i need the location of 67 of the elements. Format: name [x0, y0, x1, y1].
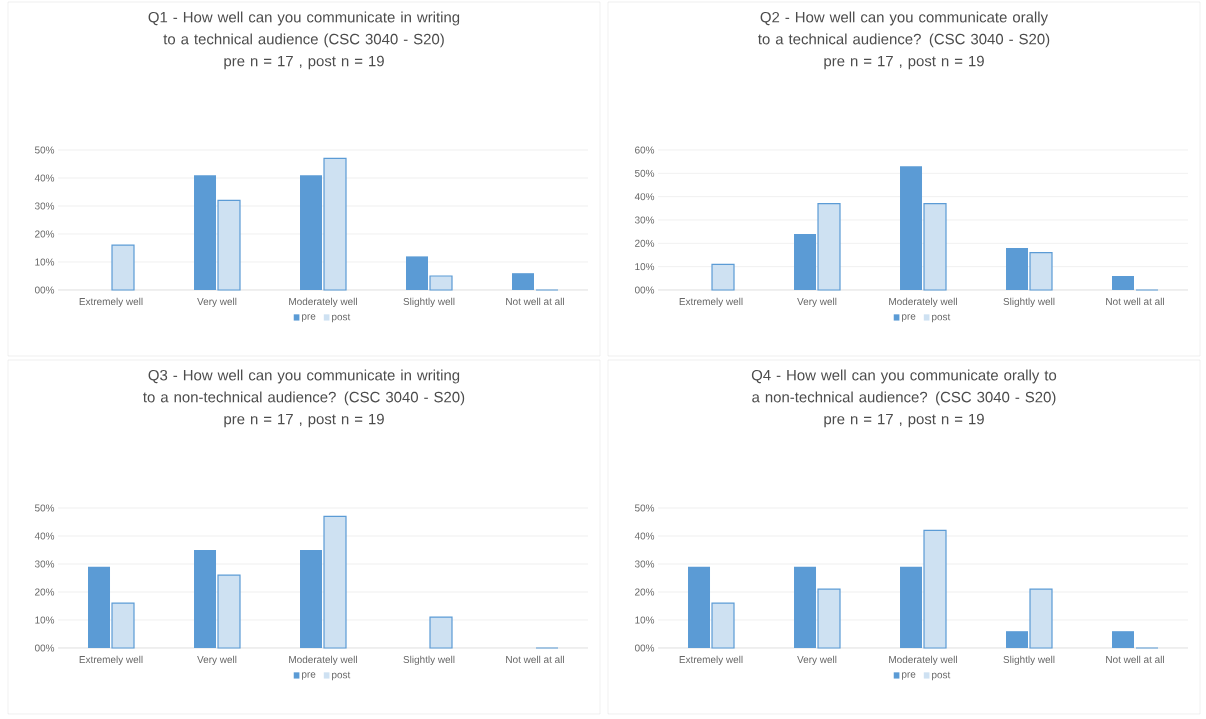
x-tick-label: Slightly well	[1003, 297, 1055, 308]
bar	[429, 616, 453, 649]
x-tick-label: Extremely well	[679, 655, 743, 666]
x-tick-label: Extremely well	[79, 297, 143, 308]
legend-label: post	[932, 313, 951, 323]
chart-title: Q4 - How well can you communicate orally to a non-technical audience? (CSC 3040 - S20)	[751, 369, 1057, 406]
y-tick-label: 30%	[34, 202, 55, 210]
x-tick-label: Moderately well	[889, 655, 957, 666]
x-tick-label: Moderately well	[889, 297, 957, 308]
x-tick-label: Very well	[797, 655, 837, 666]
x-tick-label: Extremely well	[679, 297, 743, 308]
chart-subtitle: pre n = 17 , post n = 19	[224, 413, 384, 428]
x-tick-label: Very well	[797, 297, 837, 308]
bar	[1112, 631, 1135, 648]
chart-title: Q3 - How well can you communicate in writing to a non-technical audience? (CSC 3040 - S20)	[143, 369, 465, 406]
legend-label: post	[332, 671, 351, 681]
y-tick-label: 30%	[34, 560, 55, 568]
legend-label: pre	[302, 672, 316, 680]
y-tick-label: 10%	[635, 263, 655, 271]
chart-subtitle: pre n = 17 , post n = 19	[824, 413, 984, 428]
x-tick-label: Very well	[197, 655, 237, 666]
x-tick-label: Not well at all	[506, 297, 564, 306]
x-tick-label: Not well at all	[1106, 655, 1164, 664]
y-tick-label: 00%	[34, 644, 55, 652]
legend-label: post	[932, 671, 951, 681]
y-tick-label: 10%	[35, 616, 55, 624]
bar	[111, 244, 135, 291]
chart-title: Q2 - How well can you communicate orally to a technical audience? (CSC 3040 - S20)	[758, 11, 1050, 48]
y-tick-label: 00%	[34, 286, 55, 294]
bar	[512, 273, 535, 290]
chart-title: Q1 - How well can you communicate in writing to a technical audience (CSC 3040 - S20)	[148, 11, 460, 48]
y-tick-label: 30%	[634, 560, 655, 568]
x-tick-label: Slightly well	[403, 297, 455, 308]
x-tick-label: Slightly well	[403, 655, 455, 666]
y-tick-label: 10%	[635, 616, 655, 624]
x-tick-label: Extremely well	[79, 655, 143, 666]
y-tick-label: 00%	[634, 644, 655, 652]
legend-label: pre	[902, 314, 916, 322]
y-tick-label: 20%	[635, 588, 655, 596]
x-tick-label: Moderately well	[289, 297, 357, 308]
y-tick-label: 40%	[34, 532, 55, 540]
x-tick-label: Very well	[197, 297, 237, 308]
y-tick-label: 50%	[34, 146, 55, 154]
y-tick-label: 20%	[35, 230, 55, 238]
y-tick-label: 50%	[634, 169, 655, 177]
y-tick-label: 50%	[34, 504, 55, 512]
y-tick-label: 40%	[634, 193, 655, 201]
y-tick-label: 20%	[635, 239, 655, 247]
y-tick-label: 50%	[634, 504, 655, 512]
y-tick-label: 00%	[634, 286, 655, 294]
y-tick-label: 30%	[634, 216, 655, 224]
chart-subtitle: pre n = 17 , post n = 19	[224, 55, 384, 70]
y-tick-label: 60%	[635, 146, 655, 154]
y-tick-label: 40%	[634, 532, 655, 540]
legend-label: pre	[302, 314, 316, 322]
legend-label: post	[332, 313, 351, 323]
x-tick-label: Not well at all	[1106, 297, 1164, 306]
y-tick-label: 40%	[34, 174, 55, 182]
x-tick-label: Slightly well	[1003, 655, 1055, 666]
legend-label: pre	[902, 672, 916, 680]
x-tick-label: Not well at all	[506, 655, 564, 664]
y-tick-label: 10%	[35, 258, 55, 266]
x-tick-label: Moderately well	[289, 655, 357, 666]
y-tick-label: 20%	[35, 588, 55, 596]
bar	[711, 263, 735, 291]
chart-subtitle: pre n = 17 , post n = 19	[824, 55, 984, 70]
bar	[1112, 275, 1135, 290]
